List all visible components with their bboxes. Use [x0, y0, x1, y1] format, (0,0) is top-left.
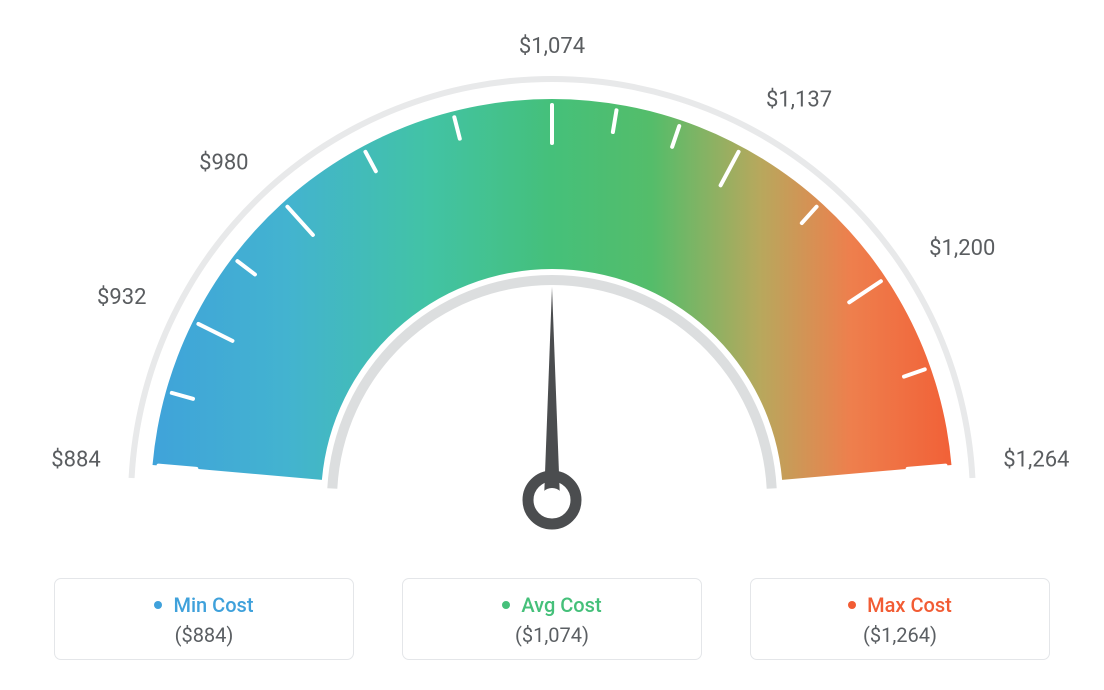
svg-text:$1,074: $1,074: [519, 34, 585, 59]
legend: Min Cost ($884) Avg Cost ($1,074) Max Co…: [0, 578, 1104, 660]
svg-text:$1,264: $1,264: [1003, 447, 1069, 472]
legend-dot-min-icon: [154, 601, 162, 609]
legend-label-avg: Avg Cost: [521, 593, 601, 617]
svg-text:$932: $932: [97, 285, 146, 310]
legend-value-max: ($1,264): [761, 623, 1039, 647]
legend-dot-avg-icon: [502, 601, 510, 609]
legend-card-avg: Avg Cost ($1,074): [402, 578, 702, 660]
legend-value-min: ($884): [65, 623, 343, 647]
svg-text:$1,200: $1,200: [929, 236, 995, 261]
legend-label-max: Max Cost: [867, 593, 952, 617]
svg-text:$1,137: $1,137: [766, 88, 832, 113]
svg-text:$980: $980: [199, 150, 248, 175]
legend-value-avg: ($1,074): [413, 623, 691, 647]
legend-card-max: Max Cost ($1,264): [750, 578, 1050, 660]
cost-gauge: $884 $932 $980 $1,074 $1,137 $1,200 $1,264: [0, 0, 1104, 560]
legend-label-min: Min Cost: [173, 593, 253, 617]
legend-dot-max-icon: [848, 601, 856, 609]
legend-card-min: Min Cost ($884): [54, 578, 354, 660]
svg-text:$884: $884: [51, 447, 100, 472]
